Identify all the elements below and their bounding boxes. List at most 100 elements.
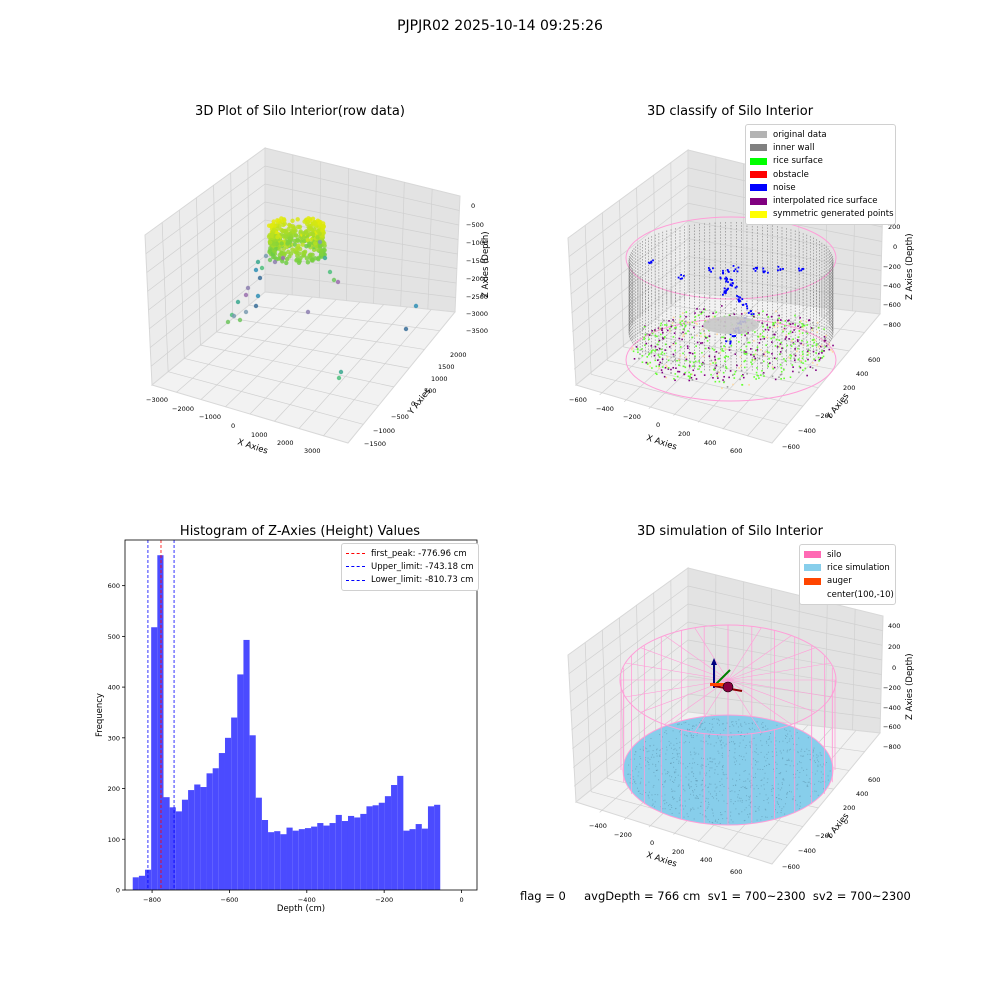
raw-point	[263, 253, 269, 259]
x-tick-label: −600	[221, 896, 239, 904]
surface-point	[788, 338, 790, 340]
rice-dot	[739, 734, 741, 736]
rice-dot	[755, 773, 757, 775]
surface-point	[691, 321, 694, 324]
histogram-bar	[169, 807, 176, 890]
rice-dot	[671, 776, 673, 778]
surface-point	[788, 319, 790, 322]
surface-point	[811, 345, 814, 347]
rice-dot	[754, 806, 756, 808]
rice-dot	[778, 798, 780, 800]
rice-dot	[795, 773, 797, 775]
raw-point	[293, 233, 299, 238]
surface-point	[691, 336, 693, 339]
rice-dot	[820, 771, 822, 773]
legend-item: silo	[804, 548, 891, 561]
surface-point	[692, 369, 695, 372]
surface-point	[758, 312, 760, 315]
surface-point	[681, 338, 683, 341]
rice-dot	[722, 818, 724, 820]
histogram-bar	[145, 869, 152, 890]
raw-point	[315, 235, 320, 240]
noise-point	[742, 303, 745, 306]
surface-point	[782, 330, 784, 333]
rice-dot	[670, 762, 672, 764]
rice-dot	[726, 777, 728, 779]
histogram-bar	[391, 785, 398, 890]
rice-dot	[718, 752, 720, 754]
surface-point	[820, 350, 823, 353]
rice-dot	[680, 734, 682, 736]
rice-dot	[664, 799, 666, 801]
rice-dot	[812, 755, 814, 757]
rice-dot	[688, 779, 690, 781]
rice-dot	[736, 723, 738, 725]
histogram-bar	[397, 775, 404, 890]
raw-3d-plot[interactable]: X Axies Y Axies Z Axies (Depth) −3000 −2…	[0, 0, 500, 500]
rice-dot	[827, 779, 829, 781]
rice-dot	[652, 803, 654, 805]
noise-point	[679, 277, 682, 280]
rice-dot	[816, 757, 818, 759]
rice-dot	[815, 790, 817, 792]
raw-point	[253, 267, 259, 273]
rice-dot	[796, 744, 798, 746]
rice-dot	[754, 760, 756, 762]
raw-point	[267, 248, 273, 254]
histogram-xlabel: Depth (cm)	[277, 904, 325, 914]
rice-dot	[718, 763, 720, 765]
surface-point	[802, 353, 804, 356]
surface-point	[669, 330, 671, 332]
surface-point	[777, 321, 780, 323]
surface-point	[740, 375, 743, 377]
rice-dot	[748, 799, 750, 801]
raw-ytick: 2000	[450, 351, 467, 359]
rice-dot	[719, 823, 721, 824]
surface-point	[754, 358, 756, 361]
surface-point	[714, 359, 717, 361]
surface-point	[672, 316, 675, 319]
histogram-bar	[311, 826, 318, 890]
rice-dot	[718, 724, 720, 726]
rice-dot	[723, 800, 725, 802]
surface-point	[792, 370, 794, 373]
noise-point	[681, 277, 683, 280]
raw-point	[301, 234, 307, 240]
rice-dot	[704, 786, 706, 788]
surface-point	[775, 357, 778, 360]
noise-point	[732, 265, 735, 267]
rice-dot	[661, 795, 663, 797]
sim-ytick: 600	[868, 776, 880, 784]
rice-dot	[639, 748, 641, 750]
rice-dot	[708, 770, 710, 772]
grid-line	[264, 183, 459, 226]
rice-dot	[799, 805, 801, 807]
surface-point	[680, 323, 682, 326]
surface-point	[812, 321, 814, 324]
raw-point	[281, 222, 286, 228]
surface-point	[769, 362, 771, 364]
surface-point	[678, 370, 681, 373]
rice-dot	[768, 736, 770, 738]
surface-point	[744, 353, 747, 355]
sim-xtick: −400	[589, 822, 607, 830]
classify-3d-plot[interactable]: X Axies Y Axies Z Axies (Depth) −600 −40…	[500, 0, 1000, 500]
rice-dot	[757, 761, 759, 763]
surface-point	[714, 366, 717, 369]
rice-dot	[791, 760, 793, 762]
rice-dot	[707, 743, 709, 745]
surface-point	[809, 366, 812, 368]
raw-point	[271, 227, 277, 233]
sim-ytick: −200	[815, 832, 833, 840]
raw-point	[413, 303, 419, 309]
rice-dot	[819, 752, 821, 754]
rice-dot	[764, 808, 766, 810]
raw-ytick: 0	[411, 400, 415, 408]
simulation-3d-plot[interactable]: X Axies Y Axies Z Axies (Depth) −400 −20…	[500, 500, 1000, 920]
surface-point	[792, 343, 795, 345]
noise-point	[725, 340, 728, 343]
rice-dot	[710, 757, 712, 759]
legend-swatch	[750, 157, 767, 165]
surface-point	[815, 343, 818, 345]
